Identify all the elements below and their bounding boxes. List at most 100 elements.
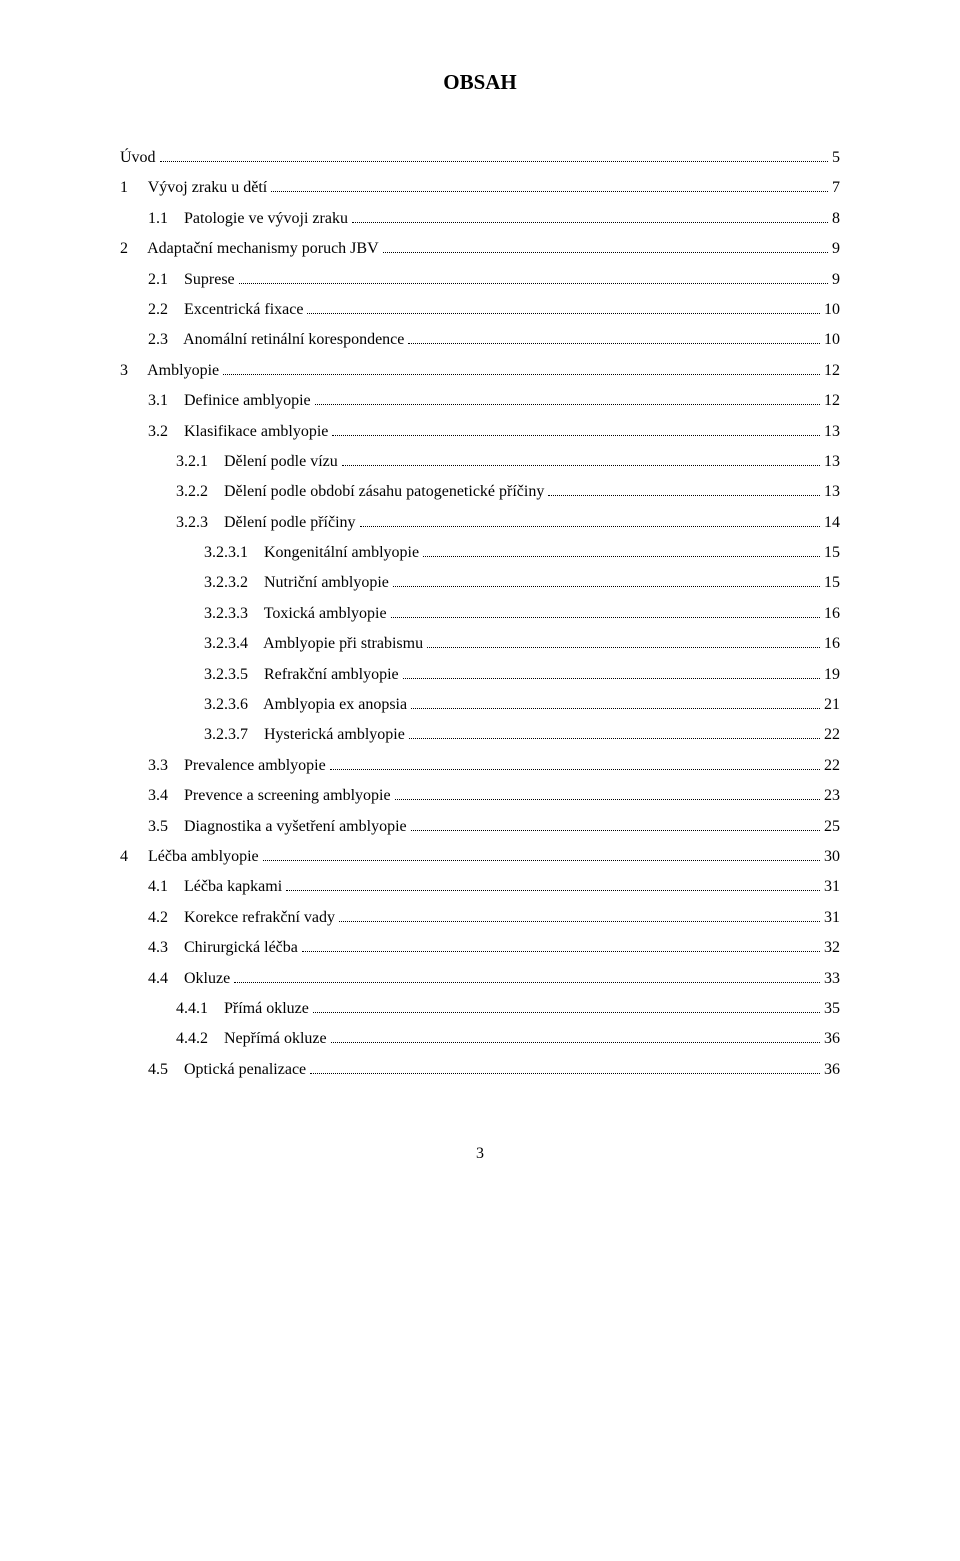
toc-leader-dots [395, 787, 820, 800]
table-of-contents: Úvod51 Vývoj zraku u dětí71.1 Patologie … [120, 143, 840, 1085]
toc-entry: 3.2.3.6 Amblyopia ex anopsia21 [120, 690, 840, 720]
toc-leader-dots [302, 939, 820, 952]
toc-entry-label: 3.2.3.1 Kongenitální amblyopie [204, 538, 419, 568]
toc-entry-label: 3.2.3 Dělení podle příčiny [176, 508, 356, 538]
toc-entry-label: 2.1 Suprese [148, 265, 235, 295]
toc-entry-page: 8 [832, 204, 840, 234]
toc-entry-label: 3.2.3.6 Amblyopia ex anopsia [204, 690, 407, 720]
toc-entry: 2.3 Anomální retinální korespondence10 [120, 325, 840, 355]
toc-entry-page: 33 [824, 964, 840, 994]
toc-leader-dots [342, 453, 820, 466]
document-page: OBSAH Úvod51 Vývoj zraku u dětí71.1 Pato… [0, 0, 960, 1203]
toc-entry-page: 9 [832, 234, 840, 264]
toc-entry-label: 3.2.3.5 Refrakční amblyopie [204, 660, 399, 690]
toc-entry-label: 3.2.2 Dělení podle období zásahu patogen… [176, 477, 544, 507]
toc-entry-label: 4.2 Korekce refrakční vady [148, 903, 335, 933]
toc-entry-page: 13 [824, 477, 840, 507]
toc-entry-page: 25 [824, 812, 840, 842]
toc-leader-dots [286, 878, 820, 891]
toc-entry: 3.2.2 Dělení podle období zásahu patogen… [120, 477, 840, 507]
toc-leader-dots [330, 757, 820, 770]
toc-entry: 2.2 Excentrická fixace 10 [120, 295, 840, 325]
toc-entry-page: 31 [824, 872, 840, 902]
toc-entry-page: 12 [824, 356, 840, 386]
toc-leader-dots [423, 544, 820, 557]
toc-entry-page: 5 [832, 143, 840, 173]
toc-entry: 4.4.1 Přímá okluze 35 [120, 994, 840, 1024]
toc-entry: 2 Adaptační mechanismy poruch JBV 9 [120, 234, 840, 264]
toc-leader-dots [263, 848, 820, 861]
toc-entry: 3.2.3 Dělení podle příčiny 14 [120, 508, 840, 538]
toc-entry: 3.2 Klasifikace amblyopie 13 [120, 417, 840, 447]
toc-leader-dots [223, 362, 820, 375]
toc-entry: 3.2.3.3 Toxická amblyopie16 [120, 599, 840, 629]
toc-entry-page: 36 [824, 1024, 840, 1054]
toc-entry: 1.1 Patologie ve vývoji zraku 8 [120, 204, 840, 234]
toc-entry-label: 3.2.1 Dělení podle vízu [176, 447, 338, 477]
toc-entry-label: 3.4 Prevence a screening amblyopie [148, 781, 391, 811]
toc-entry: 4.2 Korekce refrakční vady 31 [120, 903, 840, 933]
toc-entry-page: 35 [824, 994, 840, 1024]
toc-entry-label: 2.2 Excentrická fixace [148, 295, 303, 325]
toc-leader-dots [310, 1061, 820, 1074]
toc-entry-label: 4.4 Okluze [148, 964, 230, 994]
toc-entry-label: 4.5 Optická penalizace [148, 1055, 306, 1085]
toc-leader-dots [271, 179, 828, 192]
toc-entry-page: 14 [824, 508, 840, 538]
toc-entry-page: 22 [824, 751, 840, 781]
toc-entry-label: 1 Vývoj zraku u dětí [120, 173, 267, 203]
toc-entry: 3.2.3.7 Hysterická amblyopie22 [120, 720, 840, 750]
toc-entry: 3.2.3.1 Kongenitální amblyopie 15 [120, 538, 840, 568]
toc-entry: 3.2.1 Dělení podle vízu13 [120, 447, 840, 477]
toc-entry-page: 16 [824, 629, 840, 659]
toc-entry: 3.2.3.5 Refrakční amblyopie 19 [120, 660, 840, 690]
toc-leader-dots [315, 392, 820, 405]
page-title: OBSAH [120, 70, 840, 95]
toc-entry-page: 31 [824, 903, 840, 933]
toc-entry-page: 19 [824, 660, 840, 690]
toc-leader-dots [391, 605, 820, 618]
toc-entry: 4.1 Léčba kapkami31 [120, 872, 840, 902]
toc-entry-label: 3.5 Diagnostika a vyšetření amblyopie [148, 812, 407, 842]
toc-entry-label: 4.4.2 Nepřímá okluze [176, 1024, 327, 1054]
toc-entry-page: 30 [824, 842, 840, 872]
toc-leader-dots [360, 514, 820, 527]
toc-leader-dots [409, 726, 820, 739]
toc-entry-label: 3.3 Prevalence amblyopie [148, 751, 326, 781]
toc-entry-label: 4 Léčba amblyopie [120, 842, 259, 872]
toc-entry-page: 23 [824, 781, 840, 811]
toc-entry-page: 15 [824, 538, 840, 568]
toc-entry-label: 3 Amblyopie [120, 356, 219, 386]
toc-leader-dots [548, 483, 820, 496]
toc-leader-dots [239, 271, 828, 284]
toc-leader-dots [403, 666, 820, 679]
toc-leader-dots [331, 1030, 820, 1043]
toc-entry-label: 3.1 Definice amblyopie [148, 386, 311, 416]
toc-entry: 4.3 Chirurgická léčba32 [120, 933, 840, 963]
toc-entry: 4.4 Okluze 33 [120, 964, 840, 994]
toc-leader-dots [408, 331, 820, 344]
toc-entry: 4 Léčba amblyopie 30 [120, 842, 840, 872]
toc-entry: 3.3 Prevalence amblyopie 22 [120, 751, 840, 781]
toc-entry-label: 2.3 Anomální retinální korespondence [148, 325, 404, 355]
toc-entry: Úvod5 [120, 143, 840, 173]
page-number: 3 [120, 1145, 840, 1163]
toc-entry-page: 13 [824, 417, 840, 447]
toc-entry-page: 36 [824, 1055, 840, 1085]
toc-leader-dots [352, 210, 828, 223]
toc-leader-dots [307, 301, 820, 314]
toc-entry-label: 3.2 Klasifikace amblyopie [148, 417, 328, 447]
toc-entry-label: 3.2.3.2 Nutriční amblyopie [204, 568, 389, 598]
toc-entry-label: 4.3 Chirurgická léčba [148, 933, 298, 963]
toc-leader-dots [411, 696, 820, 709]
toc-entry-label: 4.4.1 Přímá okluze [176, 994, 309, 1024]
toc-entry-label: 1.1 Patologie ve vývoji zraku [148, 204, 348, 234]
toc-entry-label: 2 Adaptační mechanismy poruch JBV [120, 234, 379, 264]
toc-entry-page: 15 [824, 568, 840, 598]
toc-entry: 3.5 Diagnostika a vyšetření amblyopie 25 [120, 812, 840, 842]
toc-entry: 3 Amblyopie 12 [120, 356, 840, 386]
toc-leader-dots [234, 970, 820, 983]
toc-entry-page: 10 [824, 295, 840, 325]
toc-leader-dots [427, 635, 820, 648]
toc-entry-page: 22 [824, 720, 840, 750]
